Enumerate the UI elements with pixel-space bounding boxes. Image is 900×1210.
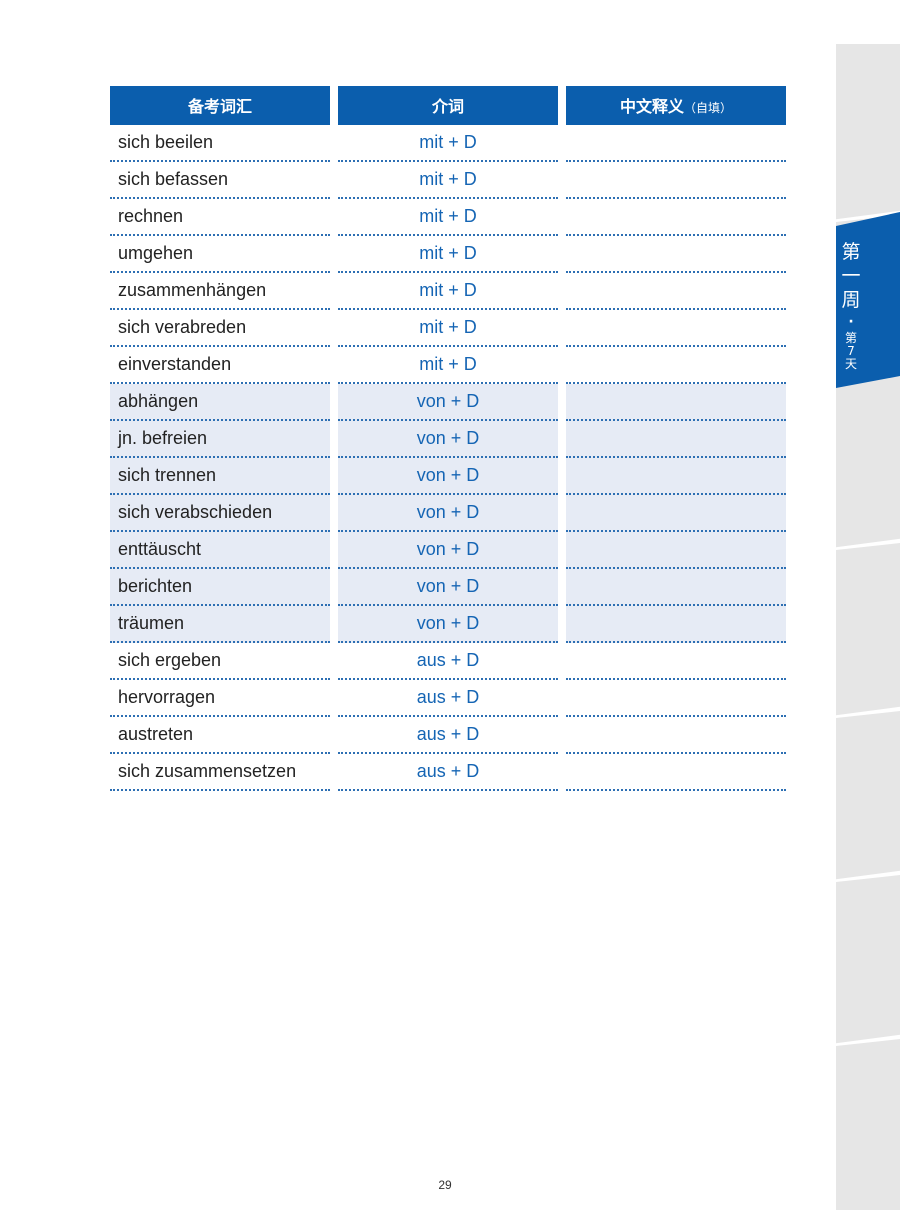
preposition-cell: mit + D	[338, 273, 558, 310]
preposition-cell: aus + D	[338, 754, 558, 791]
vocab-cell: sich verabschieden	[110, 495, 330, 532]
vocab-cell: austreten	[110, 717, 330, 754]
tab-divider	[836, 538, 900, 550]
meaning-cell	[566, 310, 786, 347]
table-row: abhängen von + D	[110, 384, 786, 421]
preposition-cell: von + D	[338, 532, 558, 569]
meaning-cell	[566, 125, 786, 162]
table-row: sich verabreden mit + D	[110, 310, 786, 347]
preposition-cell: mit + D	[338, 236, 558, 273]
vocab-cell: zusammenhängen	[110, 273, 330, 310]
meaning-cell	[566, 717, 786, 754]
meaning-cell	[566, 421, 786, 458]
vocab-cell: hervorragen	[110, 680, 330, 717]
table-row: hervorragen aus + D	[110, 680, 786, 717]
vocab-cell: jn. befreien	[110, 421, 330, 458]
meaning-cell	[566, 458, 786, 495]
preposition-cell: mit + D	[338, 310, 558, 347]
preposition-cell: aus + D	[338, 643, 558, 680]
table-row: träumen von + D	[110, 606, 786, 643]
vocab-cell: sich zusammensetzen	[110, 754, 330, 791]
tab-divider	[836, 870, 900, 882]
table-row: sich beeilen mit + D	[110, 125, 786, 162]
meaning-cell	[566, 495, 786, 532]
vocab-cell: träumen	[110, 606, 330, 643]
tab-dot: ·	[848, 314, 854, 330]
table-row: umgehen mit + D	[110, 236, 786, 273]
header-vocab: 备考词汇	[110, 86, 330, 125]
vocab-cell: berichten	[110, 569, 330, 606]
preposition-cell: von + D	[338, 458, 558, 495]
meaning-cell	[566, 680, 786, 717]
meaning-cell	[566, 347, 786, 384]
preposition-cell: von + D	[338, 569, 558, 606]
preposition-cell: mit + D	[338, 162, 558, 199]
header-meaning-text: 中文释义	[619, 96, 684, 116]
meaning-cell	[566, 532, 786, 569]
vocab-cell: sich ergeben	[110, 643, 330, 680]
preposition-cell: von + D	[338, 421, 558, 458]
preposition-cell: mit + D	[338, 199, 558, 236]
tab-char: 7	[847, 344, 855, 358]
table-row: sich ergeben aus + D	[110, 643, 786, 680]
table-row: sich verabschieden von + D	[110, 495, 786, 532]
tab-char: 第	[844, 331, 857, 345]
meaning-cell	[566, 199, 786, 236]
preposition-cell: von + D	[338, 495, 558, 532]
meaning-cell	[566, 162, 786, 199]
preposition-cell: von + D	[338, 384, 558, 421]
header-meaning: 中文释义（自填）	[566, 86, 786, 125]
tab-char: 第	[841, 241, 861, 263]
table-row: berichten von + D	[110, 569, 786, 606]
side-tab-label: 第 一 周 · 第 7 天	[838, 240, 864, 371]
table-row: sich befassen mit + D	[110, 162, 786, 199]
meaning-cell	[566, 569, 786, 606]
vocab-cell: sich befassen	[110, 162, 330, 199]
tab-char: 周	[841, 289, 861, 311]
preposition-cell: von + D	[338, 606, 558, 643]
preposition-cell: aus + D	[338, 717, 558, 754]
page-number: 29	[438, 1178, 452, 1192]
meaning-cell	[566, 384, 786, 421]
vocab-cell: einverstanden	[110, 347, 330, 384]
table-row: sich zusammensetzen aus + D	[110, 754, 786, 791]
tab-divider	[836, 210, 900, 222]
meaning-cell	[566, 606, 786, 643]
table-header-row: 备考词汇 介词 中文释义（自填）	[110, 86, 786, 125]
meaning-cell	[566, 236, 786, 273]
vocab-cell: sich verabreden	[110, 310, 330, 347]
meaning-cell	[566, 273, 786, 310]
table-row: enttäuscht von + D	[110, 532, 786, 569]
preposition-cell: aus + D	[338, 680, 558, 717]
table-row: zusammenhängen mit + D	[110, 273, 786, 310]
meaning-cell	[566, 754, 786, 791]
table-row: sich trennen von + D	[110, 458, 786, 495]
meaning-cell	[566, 643, 786, 680]
active-side-tab[interactable]	[836, 212, 900, 388]
table-row: austreten aus + D	[110, 717, 786, 754]
vocab-cell: enttäuscht	[110, 532, 330, 569]
preposition-cell: mit + D	[338, 347, 558, 384]
vocab-cell: sich trennen	[110, 458, 330, 495]
vocab-cell: umgehen	[110, 236, 330, 273]
vocab-cell: abhängen	[110, 384, 330, 421]
tab-char: 一	[841, 265, 861, 287]
tab-char: 天	[844, 357, 857, 371]
table-row: rechnen mit + D	[110, 199, 786, 236]
header-preposition: 介词	[338, 86, 558, 125]
header-meaning-note: （自填）	[684, 100, 733, 115]
table-row: jn. befreien von + D	[110, 421, 786, 458]
preposition-cell: mit + D	[338, 125, 558, 162]
table-row: einverstanden mit + D	[110, 347, 786, 384]
tab-divider	[836, 1034, 900, 1046]
vocab-cell: rechnen	[110, 199, 330, 236]
vocab-cell: sich beeilen	[110, 125, 330, 162]
tab-divider	[836, 706, 900, 718]
